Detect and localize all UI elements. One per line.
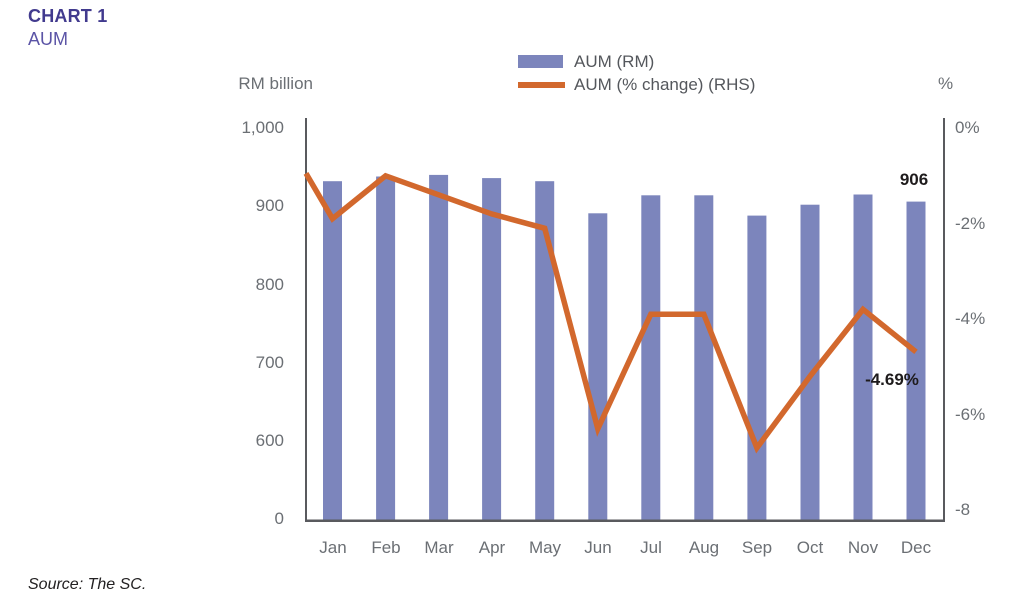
x-axis-label-may: May xyxy=(528,538,562,557)
bar-feb xyxy=(376,176,396,520)
x-axis-label-aug: Aug xyxy=(688,538,720,557)
bar-oct xyxy=(800,204,820,520)
bar-aug xyxy=(694,195,714,521)
x-axis-label-mar: Mar xyxy=(424,538,454,557)
source-note: Source: The SC. xyxy=(28,576,147,593)
bar-apr xyxy=(482,178,502,520)
left-axis-tick-700: 700 xyxy=(255,353,284,372)
dec-bar-value-annotation: 906 xyxy=(899,170,929,189)
bar-dec xyxy=(906,201,926,520)
right-axis-unit-label: % xyxy=(938,74,954,93)
right-axis-tick--6pct: -6% xyxy=(955,405,986,424)
left-axis-tick-1000: 1,000 xyxy=(241,118,284,137)
legend-item-aum-rm: AUM (RM) xyxy=(518,52,755,71)
x-axis-label-jan: Jan xyxy=(319,538,347,557)
right-axis-tick--8: -8 xyxy=(955,500,971,519)
bar-mar xyxy=(429,174,449,520)
x-axis-label-apr: Apr xyxy=(478,538,506,557)
dec-line-value-annotation: -4.69% xyxy=(865,370,919,389)
left-axis-tick-800: 800 xyxy=(255,275,284,294)
bar-jan xyxy=(323,181,342,520)
legend-item-aum-pct-change: AUM (% change) (RHS) xyxy=(518,75,755,94)
x-axis-label-nov: Nov xyxy=(847,538,879,557)
x-axis-label-dec: Dec xyxy=(900,538,932,557)
bar-nov xyxy=(853,194,873,520)
chart-subtitle: AUM xyxy=(28,29,68,49)
left-axis-tick-0: 0 xyxy=(274,509,284,528)
x-axis-label-sep: Sep xyxy=(741,538,773,557)
right-axis-tick--2pct: -2% xyxy=(955,214,986,233)
bar-series-swatch-icon xyxy=(518,55,563,68)
bar-jul xyxy=(641,195,661,521)
left-axis-unit-label: RM billion xyxy=(238,74,313,93)
right-axis-tick-0pct: 0% xyxy=(955,118,980,137)
left-axis-tick-600: 600 xyxy=(255,431,284,450)
x-axis-label-oct: Oct xyxy=(796,538,824,557)
bar-sep xyxy=(747,215,767,520)
x-axis-label-jul: Jul xyxy=(640,538,662,557)
legend-line-label: AUM (% change) (RHS) xyxy=(574,75,756,94)
aum-pct-change-line xyxy=(303,172,918,454)
legend-bar-label: AUM (RM) xyxy=(574,52,655,71)
x-axis-label-jun: Jun xyxy=(584,538,612,557)
right-axis-tick--4pct: -4% xyxy=(955,309,986,328)
bar-jun xyxy=(588,213,608,521)
x-axis-label-feb: Feb xyxy=(371,538,401,557)
line-series-swatch-icon xyxy=(518,81,565,88)
left-axis-tick-900: 900 xyxy=(255,196,284,215)
bar-may xyxy=(535,181,555,520)
legend: AUM (RM) AUM (% change) (RHS) xyxy=(518,52,755,98)
chart-title: CHART 1 xyxy=(28,6,108,26)
